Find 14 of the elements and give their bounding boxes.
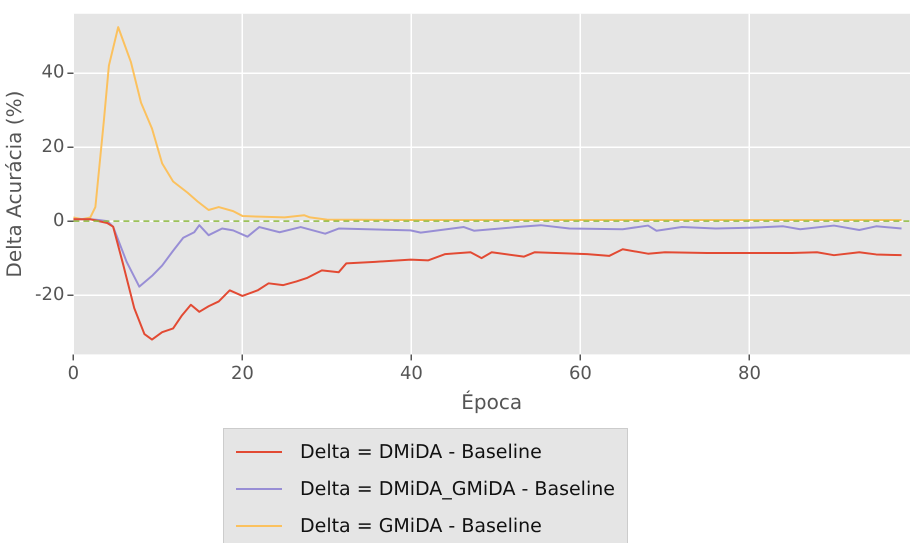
y-tick-label: -20	[34, 284, 64, 305]
y-tick-label: 0	[52, 210, 64, 231]
x-tick-label: 20	[230, 362, 254, 384]
y-tick-label: 20	[41, 136, 64, 157]
legend-label: Delta = DMiDA_GMiDA - Baseline	[300, 478, 615, 500]
x-tick-label: 0	[68, 362, 80, 384]
x-axis-title: Época	[461, 390, 522, 414]
y-tick-label: 40	[41, 62, 64, 83]
legend-label: Delta = DMiDA - Baseline	[300, 440, 542, 462]
legend-label: Delta = GMiDA - Baseline	[300, 514, 542, 536]
x-tick-label: 80	[738, 362, 761, 384]
y-axis-title: Delta Acurácia (%)	[2, 90, 26, 278]
x-tick-label: 40	[400, 362, 423, 384]
x-tick-label: 60	[568, 362, 592, 384]
